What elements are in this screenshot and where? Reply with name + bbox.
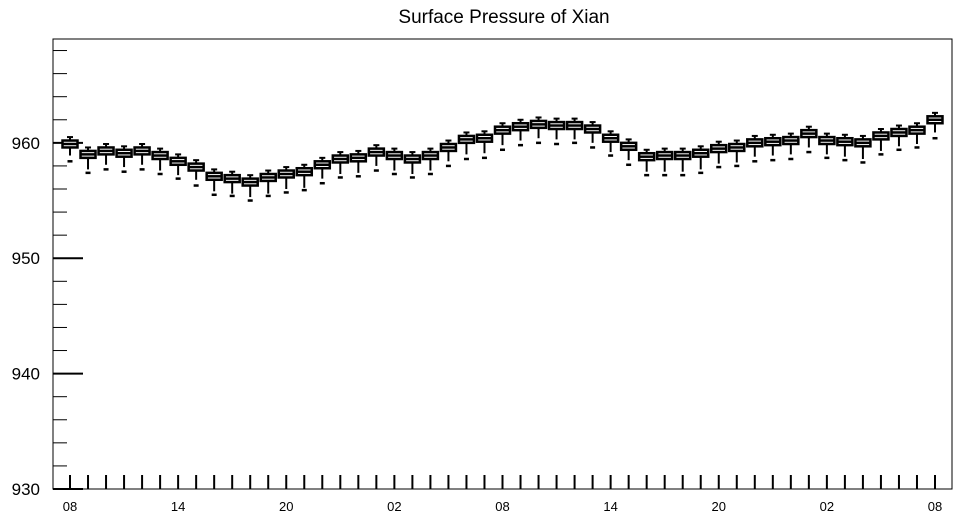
chart-title: Surface Pressure of Xian bbox=[398, 7, 609, 28]
box-plot bbox=[331, 151, 350, 179]
box-plot bbox=[710, 140, 728, 169]
box-plot bbox=[872, 128, 890, 156]
box-plot bbox=[403, 151, 422, 179]
box-plot bbox=[349, 149, 368, 178]
box-plot bbox=[601, 130, 620, 157]
box-plot bbox=[493, 122, 512, 152]
box-plot bbox=[187, 159, 205, 187]
box-plot bbox=[511, 118, 530, 147]
y-tick-label: 940 bbox=[12, 365, 40, 384]
box-plot bbox=[367, 144, 386, 172]
box-plot bbox=[691, 145, 710, 175]
box-plot bbox=[475, 130, 494, 160]
box-plot bbox=[746, 134, 764, 163]
box-plot bbox=[547, 117, 566, 146]
x-tick-label: 02 bbox=[820, 499, 834, 514]
box-plot bbox=[169, 153, 187, 180]
box-plot bbox=[673, 147, 692, 177]
box-plot bbox=[295, 163, 314, 192]
y-axis: 930 940 950 960 bbox=[12, 50, 83, 499]
box-plot bbox=[115, 145, 133, 173]
x-tick-label: 20 bbox=[279, 499, 293, 514]
box-plot bbox=[655, 147, 674, 177]
box-plot bbox=[205, 168, 223, 197]
box-plot bbox=[637, 148, 656, 177]
x-tick-label: 08 bbox=[495, 499, 509, 514]
x-axis: 08 14 20 02 08 14 20 02 08 bbox=[63, 475, 942, 514]
box-plot bbox=[259, 169, 277, 198]
box-plot bbox=[439, 139, 458, 168]
box-plot bbox=[223, 170, 241, 198]
box-plot bbox=[313, 156, 332, 185]
box-plot bbox=[619, 138, 638, 167]
box-plot bbox=[908, 122, 926, 149]
box-plot bbox=[385, 147, 404, 176]
box-plot bbox=[277, 166, 295, 194]
x-tick-label: 02 bbox=[387, 499, 401, 514]
y-tick-label: 930 bbox=[12, 480, 40, 499]
box-plot bbox=[836, 133, 854, 162]
box-plot bbox=[854, 134, 872, 164]
box-plot bbox=[151, 147, 169, 176]
box-plot bbox=[818, 132, 836, 160]
x-tick-label: 08 bbox=[63, 499, 77, 514]
box-plot bbox=[529, 116, 548, 145]
box-plot bbox=[782, 132, 800, 161]
box-plot bbox=[565, 117, 584, 145]
box-series bbox=[61, 111, 944, 202]
box-plot bbox=[97, 143, 115, 171]
box-plot bbox=[241, 174, 259, 202]
box-plot bbox=[61, 136, 79, 163]
box-plot bbox=[890, 124, 908, 152]
box-plot bbox=[79, 146, 97, 175]
box-plot bbox=[800, 125, 818, 154]
x-tick-label: 14 bbox=[171, 499, 185, 514]
x-tick-label: 14 bbox=[603, 499, 617, 514]
y-tick-label: 960 bbox=[12, 134, 40, 153]
box-plot bbox=[926, 111, 944, 140]
box-plot bbox=[764, 133, 782, 162]
box-plot bbox=[457, 131, 476, 161]
plot-frame bbox=[52, 38, 953, 490]
box-plot bbox=[583, 121, 602, 149]
box-plot bbox=[728, 139, 746, 168]
box-plot bbox=[133, 143, 151, 171]
y-tick-label: 950 bbox=[12, 249, 40, 268]
x-tick-label: 20 bbox=[712, 499, 726, 514]
box-plot bbox=[421, 147, 440, 176]
x-tick-label: 08 bbox=[928, 499, 942, 514]
